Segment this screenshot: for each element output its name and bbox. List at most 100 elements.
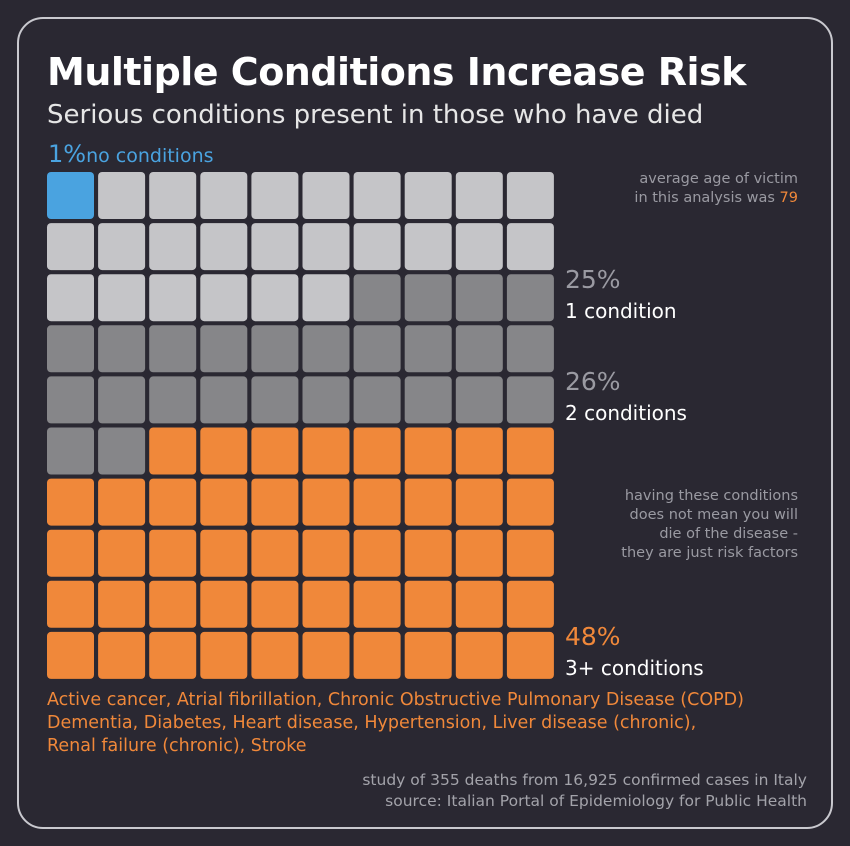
chart-subtitle: Serious conditions present in those who … <box>47 100 704 130</box>
avg-age-value: 79 <box>779 190 798 206</box>
waffle-cell-2-conditions <box>404 376 452 424</box>
waffle-cell-1-condition <box>302 172 350 219</box>
waffle-cell-3plus-conditions <box>47 478 94 526</box>
waffle-cell-no-conditions <box>47 172 94 219</box>
waffle-cell-3plus-conditions <box>251 427 299 475</box>
waffle-cell-2-conditions <box>506 376 554 424</box>
waffle-cell-2-conditions <box>200 376 248 424</box>
risk-note-line: die of the disease - <box>659 526 798 542</box>
waffle-cell-1-condition <box>47 223 94 271</box>
waffle-cell-3plus-conditions <box>149 580 197 628</box>
conditions-line: Active cancer, Atrial fibrillation, Chro… <box>47 690 744 710</box>
waffle-cell-2-conditions <box>302 325 350 373</box>
waffle-cell-2-conditions <box>47 325 94 373</box>
waffle-cell-1-condition <box>506 223 554 271</box>
waffle-cell-3plus-conditions <box>302 427 350 475</box>
waffle-cell-3plus-conditions <box>200 427 248 475</box>
waffle-cell-2-conditions <box>404 325 452 373</box>
waffle-cell-1-condition <box>506 172 554 219</box>
three-plus-label: 3+ conditions <box>565 656 704 680</box>
waffle-cell-3plus-conditions <box>455 478 503 526</box>
footer-source: source: Italian Portal of Epidemiology f… <box>385 792 807 810</box>
two-conditions-pct: 26% <box>565 367 621 396</box>
waffle-cell-1-condition <box>404 172 452 219</box>
two-conditions-label: 2 conditions <box>565 401 687 425</box>
waffle-cell-3plus-conditions <box>404 478 452 526</box>
waffle-cell-2-conditions <box>455 376 503 424</box>
waffle-cell-3plus-conditions <box>251 580 299 628</box>
waffle-cell-3plus-conditions <box>98 478 146 526</box>
waffle-cell-3plus-conditions <box>404 427 452 475</box>
waffle-cell-3plus-conditions <box>455 427 503 475</box>
three-plus-pct: 48% <box>565 622 621 651</box>
waffle-cell-3plus-conditions <box>149 478 197 526</box>
waffle-cell-3plus-conditions <box>302 529 350 577</box>
waffle-cell-3plus-conditions <box>149 529 197 577</box>
waffle-cell-1-condition <box>251 223 299 271</box>
waffle-cell-2-conditions <box>353 376 401 424</box>
no-conditions-text: no conditions <box>86 145 214 167</box>
footer: study of 355 deaths from 16,925 confirme… <box>362 770 807 812</box>
conditions-line: Renal failure (chronic), Stroke <box>47 736 307 756</box>
one-condition-pct: 25% <box>565 265 621 294</box>
waffle-cell-3plus-conditions <box>47 580 94 628</box>
waffle-cell-3plus-conditions <box>353 529 401 577</box>
waffle-cell-1-condition <box>455 223 503 271</box>
waffle-cell-3plus-conditions <box>302 631 350 679</box>
waffle-cell-3plus-conditions <box>251 478 299 526</box>
waffle-cell-1-condition <box>98 223 146 271</box>
waffle-cell-1-condition <box>47 274 94 322</box>
waffle-cell-3plus-conditions <box>302 478 350 526</box>
waffle-cell-2-conditions <box>506 274 554 322</box>
avg-age-line2: in this analysis was 79 <box>634 190 798 206</box>
waffle-cell-2-conditions <box>404 274 452 322</box>
waffle-cell-2-conditions <box>455 274 503 322</box>
waffle-cell-3plus-conditions <box>506 427 554 475</box>
waffle-cell-3plus-conditions <box>98 631 146 679</box>
waffle-cell-3plus-conditions <box>149 427 197 475</box>
waffle-cell-2-conditions <box>98 376 146 424</box>
waffle-cell-1-condition <box>455 172 503 219</box>
waffle-cell-2-conditions <box>98 325 146 373</box>
no-conditions-label: 1%no conditions <box>48 140 214 168</box>
avg-age-line1: average age of victim <box>639 171 798 187</box>
risk-note-line: does not mean you will <box>629 507 798 523</box>
waffle-cell-3plus-conditions <box>47 529 94 577</box>
waffle-cell-3plus-conditions <box>506 631 554 679</box>
waffle-cell-3plus-conditions <box>353 427 401 475</box>
waffle-cell-2-conditions <box>353 274 401 322</box>
waffle-cell-3plus-conditions <box>200 478 248 526</box>
waffle-cell-3plus-conditions <box>200 529 248 577</box>
waffle-cell-1-condition <box>302 223 350 271</box>
waffle-cell-2-conditions <box>47 376 94 424</box>
risk-note-line: having these conditions <box>624 488 798 504</box>
waffle-cell-2-conditions <box>353 325 401 373</box>
waffle-cell-1-condition <box>149 172 197 219</box>
waffle-cell-3plus-conditions <box>353 631 401 679</box>
waffle-cell-1-condition <box>200 172 248 219</box>
waffle-cell-1-condition <box>98 172 146 219</box>
waffle-cell-2-conditions <box>149 376 197 424</box>
waffle-cell-3plus-conditions <box>353 478 401 526</box>
waffle-cell-3plus-conditions <box>506 529 554 577</box>
waffle-cell-2-conditions <box>251 376 299 424</box>
waffle-cell-1-condition <box>251 172 299 219</box>
waffle-cell-3plus-conditions <box>98 580 146 628</box>
waffle-cell-2-conditions <box>200 325 248 373</box>
waffle-cell-1-condition <box>404 223 452 271</box>
avg-age-note: average age of victim in this analysis w… <box>634 170 798 208</box>
waffle-cell-3plus-conditions <box>251 529 299 577</box>
waffle-cell-3plus-conditions <box>455 631 503 679</box>
waffle-cell-1-condition <box>149 274 197 322</box>
waffle-cell-3plus-conditions <box>47 631 94 679</box>
no-conditions-pct: 1% <box>48 140 87 168</box>
waffle-cell-3plus-conditions <box>251 631 299 679</box>
waffle-cell-3plus-conditions <box>506 478 554 526</box>
waffle-cell-2-conditions <box>506 325 554 373</box>
waffle-cell-2-conditions <box>98 427 146 475</box>
risk-factors-note: having these conditions does not mean yo… <box>621 487 798 563</box>
waffle-cell-2-conditions <box>47 427 94 475</box>
waffle-cell-1-condition <box>200 223 248 271</box>
waffle-cell-3plus-conditions <box>149 631 197 679</box>
